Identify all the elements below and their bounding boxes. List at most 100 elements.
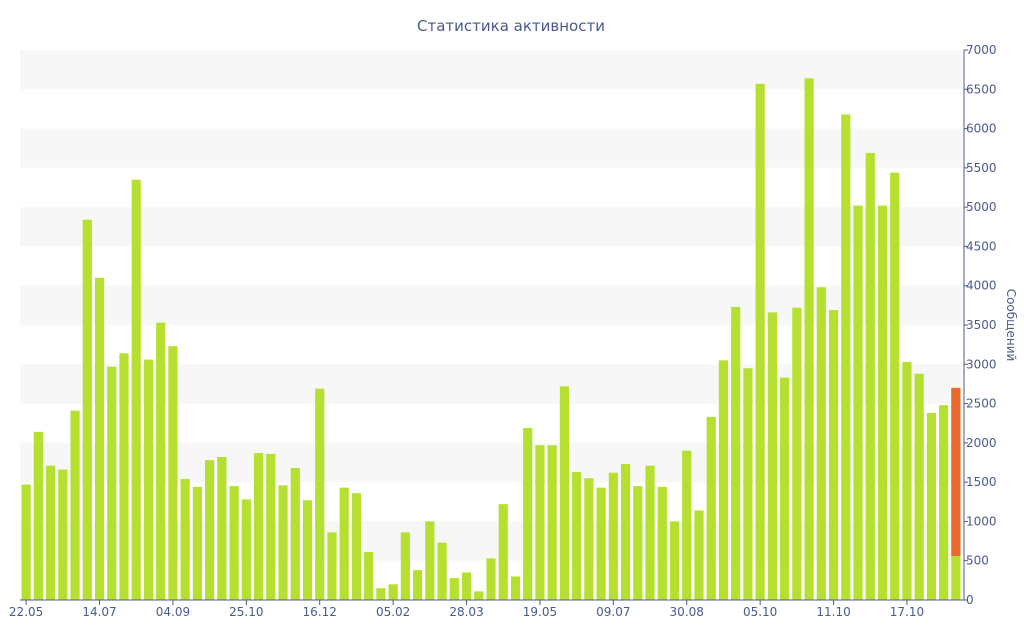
bar[interactable] (388, 584, 398, 600)
bar[interactable] (364, 552, 374, 600)
bar[interactable] (584, 478, 594, 600)
x-tick-label: 19.05 (523, 605, 557, 619)
bar[interactable] (633, 486, 643, 600)
bar[interactable] (804, 78, 814, 601)
grid-band (20, 128, 962, 168)
bar[interactable] (620, 464, 631, 600)
bar[interactable] (767, 312, 777, 600)
bar[interactable] (731, 306, 741, 600)
y-tick-label: 6000 (966, 122, 997, 136)
bar[interactable] (339, 487, 349, 600)
bar[interactable] (596, 487, 606, 600)
bar[interactable] (449, 578, 459, 600)
bar[interactable] (82, 219, 92, 600)
bar[interactable] (70, 410, 80, 600)
x-tick-label: 04.09 (156, 605, 190, 619)
x-tick-label: 28.03 (449, 605, 483, 619)
x-tick-label: 05.10 (743, 605, 777, 619)
bar[interactable] (229, 486, 239, 600)
y-axis: 0 500 1000 1500 2000 2500 3000 3500 4000 4500 5000… (963, 43, 997, 607)
bar[interactable] (535, 445, 545, 600)
bar[interactable] (828, 310, 839, 600)
bar[interactable] (58, 469, 68, 600)
bar[interactable] (413, 570, 423, 600)
bar[interactable] (743, 368, 753, 600)
x-tick-label: 05.02 (376, 605, 410, 619)
bar[interactable] (217, 457, 227, 600)
bar[interactable] (877, 205, 888, 601)
bar[interactable] (890, 172, 900, 601)
bar[interactable] (572, 471, 582, 600)
bar[interactable] (865, 152, 875, 600)
bar[interactable] (156, 322, 166, 600)
bar[interactable] (241, 499, 251, 600)
x-tick-label: 30.08 (670, 605, 704, 619)
bar[interactable] (486, 558, 496, 600)
bar[interactable] (645, 465, 655, 600)
bar[interactable] (45, 465, 56, 600)
bar[interactable] (131, 179, 141, 600)
y-tick-label: 500 (966, 554, 989, 568)
bar[interactable] (266, 453, 276, 600)
y-tick-label: 7000 (966, 43, 997, 57)
x-tick-label: 09.07 (596, 605, 630, 619)
bar[interactable] (119, 353, 129, 600)
bar[interactable] (669, 521, 680, 600)
bar[interactable] (718, 360, 729, 600)
bar[interactable] (694, 510, 704, 600)
bar[interactable] (461, 572, 472, 601)
bar[interactable] (437, 542, 447, 600)
bar[interactable] (94, 277, 105, 600)
bar[interactable] (559, 386, 569, 600)
bar[interactable] (278, 485, 288, 600)
bar[interactable] (474, 591, 484, 600)
bar[interactable] (168, 346, 178, 600)
bar[interactable] (192, 486, 202, 600)
bar[interactable] (816, 287, 826, 600)
y-tick-label: 1500 (966, 475, 997, 489)
grid-band (20, 207, 962, 247)
bar[interactable] (107, 366, 117, 600)
y-tick-label: 3500 (966, 318, 997, 332)
bar[interactable] (902, 361, 912, 600)
bar[interactable] (327, 532, 337, 600)
bar[interactable] (657, 486, 667, 600)
bar[interactable] (21, 484, 31, 601)
bar[interactable] (376, 588, 386, 600)
bar[interactable] (180, 479, 190, 600)
highlight-bar-segment[interactable] (951, 387, 961, 556)
x-tick-label: 22.05 (9, 605, 43, 619)
bar[interactable] (755, 83, 765, 601)
bar[interactable] (33, 431, 43, 600)
bar[interactable] (498, 504, 508, 600)
bar[interactable] (400, 532, 410, 600)
x-tick-label: 11.10 (816, 605, 850, 619)
bar[interactable] (914, 373, 924, 600)
bar[interactable] (792, 307, 802, 600)
y-axis-label: Сообщений (1004, 289, 1018, 362)
bar[interactable] (706, 416, 716, 600)
chart-title: Статистика активности (417, 17, 605, 35)
bar[interactable] (841, 114, 851, 600)
bar[interactable] (682, 450, 692, 600)
y-tick-label: 4500 (966, 239, 997, 253)
bar[interactable] (143, 359, 154, 600)
bar[interactable] (205, 460, 215, 600)
bar[interactable] (290, 468, 300, 600)
bar[interactable] (510, 576, 521, 600)
bar[interactable] (853, 205, 863, 601)
bar[interactable] (351, 493, 362, 600)
bar[interactable] (302, 500, 313, 600)
bar[interactable] (547, 445, 557, 600)
bar[interactable] (315, 388, 325, 600)
y-tick-label: 4000 (966, 279, 997, 293)
x-axis: 22.05 14.07 04.09 25.10 16.12 05.02 28.03 19.05… (9, 599, 964, 619)
bar[interactable] (939, 405, 949, 600)
bar[interactable] (780, 377, 790, 600)
bar[interactable] (425, 521, 435, 600)
bar[interactable] (608, 472, 618, 600)
bar[interactable] (926, 413, 937, 600)
bar[interactable] (253, 453, 264, 600)
bar[interactable] (523, 427, 533, 600)
